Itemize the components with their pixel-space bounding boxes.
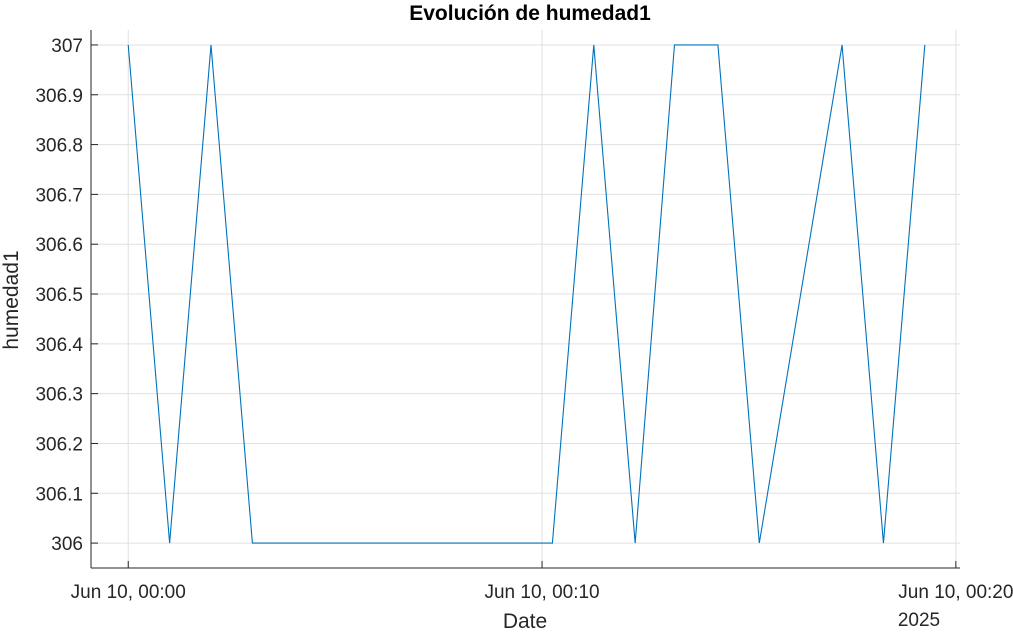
y-tick-label: 306.8 [35,136,83,157]
series-line [127,44,926,544]
x-tick-label: Jun 10, 00:00 [71,582,186,603]
y-axis-label: humedad1 [0,250,23,349]
x-year-label: 2025 [898,610,940,631]
y-tick-label: 307 [51,36,83,57]
x-tick-label: Jun 10, 00:20 [898,582,1013,603]
x-axis-label: Date [503,610,547,632]
y-tick-label: 306.9 [35,86,83,107]
y-tick-label: 306.3 [35,385,83,406]
x-tick-label: Jun 10, 00:10 [484,582,599,603]
y-tick-label: 306 [51,534,83,555]
y-tick-label: 306.1 [35,484,83,505]
grid [91,30,960,568]
y-tick-label: 306.2 [35,434,83,455]
tick-labels: 306 306.1 306.2 306.3 306.4 306.5 306.6 306.7 30… [35,36,1013,603]
axes [90,30,960,569]
chart-title: Evolución de humedad1 [409,2,651,25]
y-tick-label: 306.6 [35,235,83,256]
series-layer [127,44,926,544]
y-tick-label: 306.4 [35,335,83,356]
y-tick-label: 306.5 [35,285,83,306]
y-tick-label: 306.7 [35,185,83,206]
